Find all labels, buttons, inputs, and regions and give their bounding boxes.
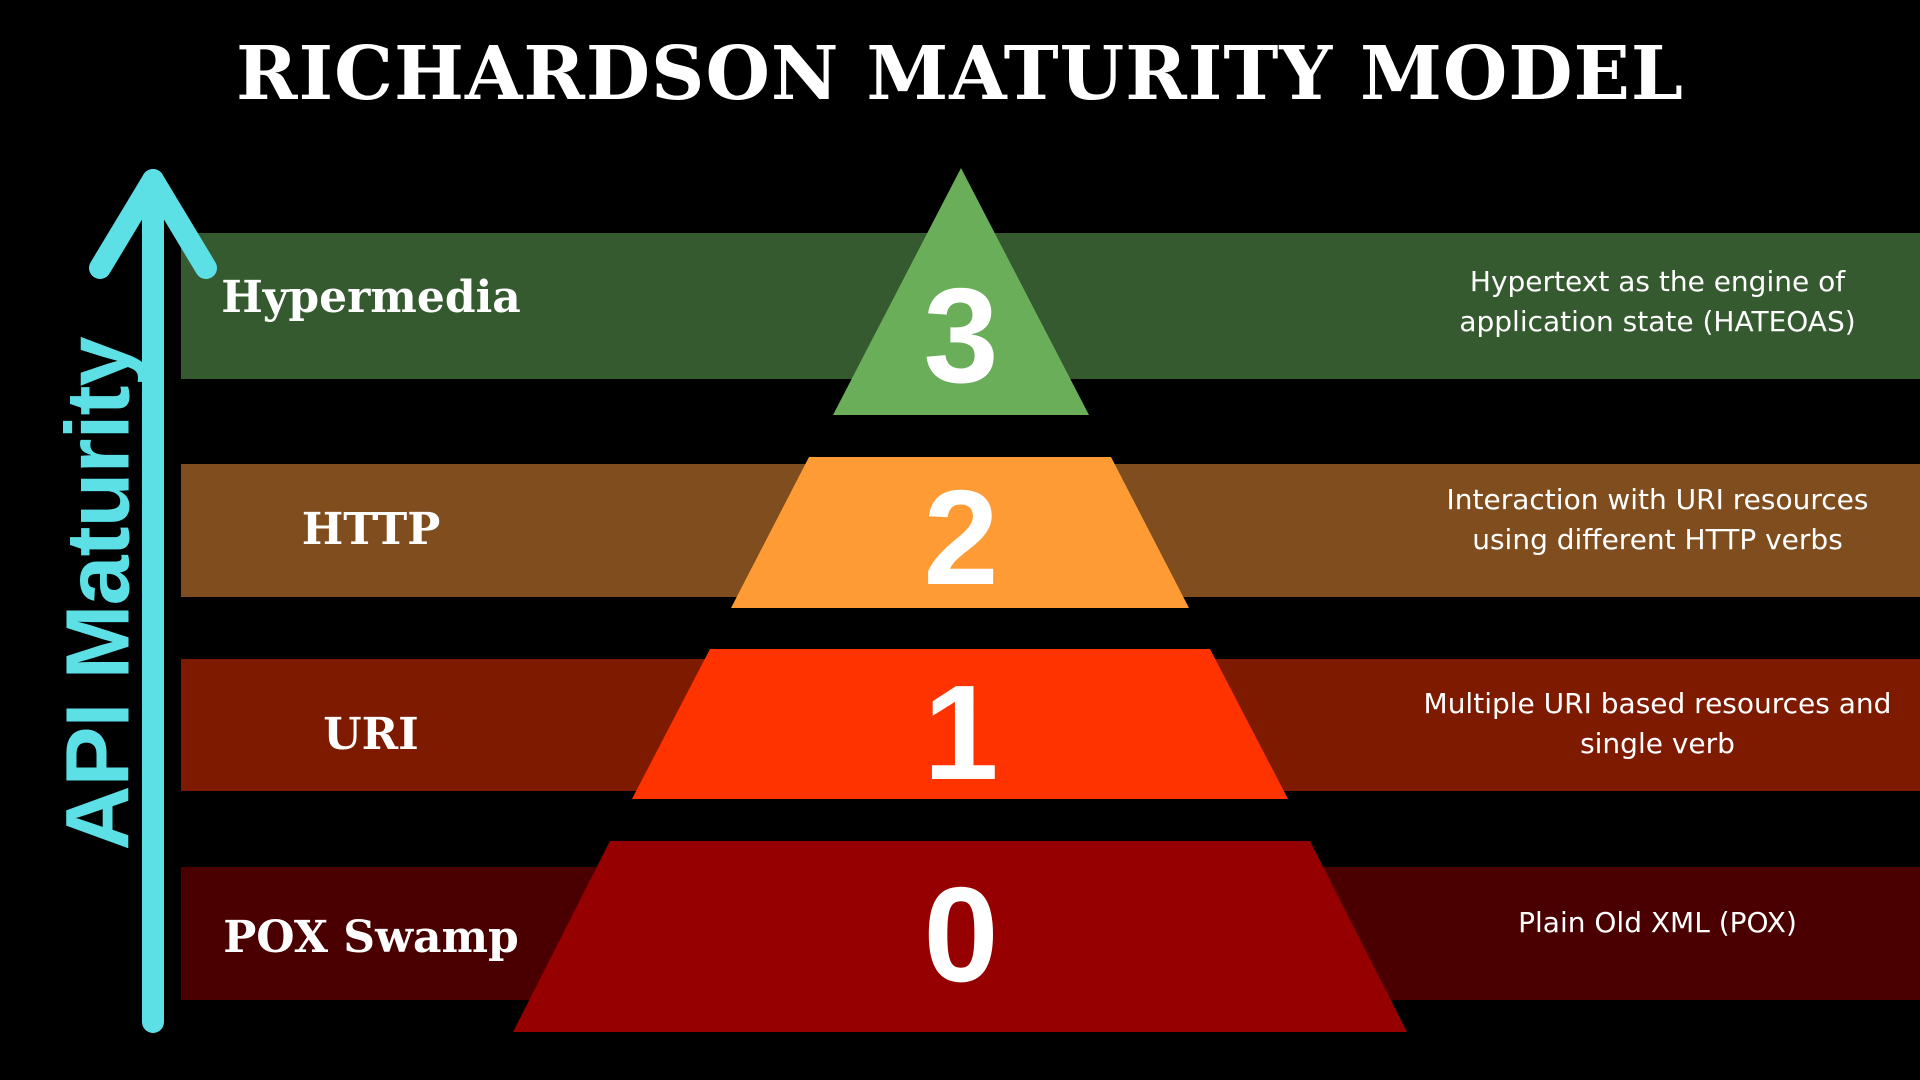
page-title: RICHARDSON MATURITY MODEL — [236, 31, 1684, 117]
level-number-0: 0 — [923, 859, 998, 1010]
level-number-1: 1 — [923, 657, 998, 808]
level-number-2: 2 — [923, 462, 998, 613]
level-number-3: 3 — [923, 260, 998, 411]
level-description-0: Plain Old XML (POX) — [1518, 906, 1797, 939]
pyramid-tier-3 — [833, 168, 1089, 415]
pyramid-tier-0 — [513, 841, 1407, 1032]
level-name-1: URI — [323, 709, 419, 760]
level-name-2: HTTP — [301, 504, 441, 555]
pyramid-tier-2 — [731, 457, 1189, 608]
level-description-1: Multiple URI based resources and single … — [1423, 687, 1892, 760]
maturity-arrow-icon — [89, 169, 217, 1033]
level-description-3: Hypertext as the engine of application s… — [1459, 265, 1856, 338]
level-name-0: POX Swamp — [223, 912, 519, 963]
level-description-2: Interaction with URI resources using dif… — [1446, 483, 1869, 556]
level-name-3: Hypermedia — [221, 272, 521, 323]
pyramid-tier-1 — [632, 649, 1288, 799]
axis-label: API Maturity — [48, 337, 149, 851]
